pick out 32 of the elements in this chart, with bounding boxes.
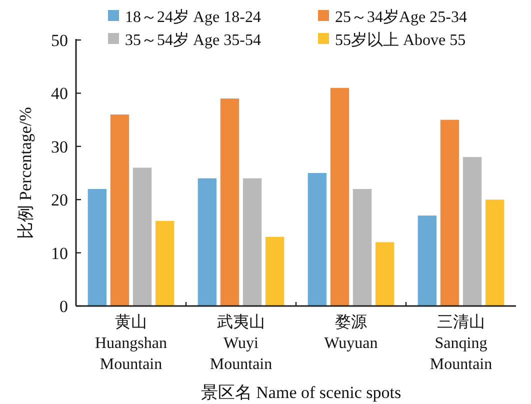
bar xyxy=(265,236,284,306)
bar xyxy=(440,120,460,306)
bar xyxy=(352,188,372,306)
bar xyxy=(418,216,437,306)
legend-label: 18～24岁 Age 18-24 xyxy=(125,8,261,26)
bar xyxy=(198,178,217,306)
x-tick-label: 武夷山 Wuyi Mountain xyxy=(210,313,272,373)
y-tick-label: 20 xyxy=(51,190,68,210)
bar xyxy=(242,178,262,306)
y-tick-label: 10 xyxy=(51,244,68,263)
bar xyxy=(155,220,174,306)
bar xyxy=(308,173,327,306)
bar xyxy=(375,242,394,306)
legend-label: 25～34岁Age 25-34 xyxy=(335,8,467,26)
legend-label: 55岁以上 Above 55 xyxy=(335,31,466,49)
bar xyxy=(132,168,152,306)
y-tick-label: 40 xyxy=(51,84,68,104)
x-tick-label: 黄山 Huangshan Mountain xyxy=(95,313,167,373)
y-tick-label: 30 xyxy=(51,137,68,156)
x-tick-label: 三清山 Sanqing Mountain xyxy=(430,313,492,373)
x-axis-title: 景区名 Name of scenic spots xyxy=(200,383,402,402)
bar xyxy=(88,188,107,306)
y-tick-label: 0 xyxy=(60,297,68,316)
x-tick-label: 婺源 Wuyuan xyxy=(324,314,378,352)
bar xyxy=(485,200,504,306)
y-axis-title: 比例 Percentage/% xyxy=(16,107,35,239)
bar xyxy=(462,157,482,306)
bar xyxy=(110,114,130,306)
legend-label: 35～54岁 Age 35-54 xyxy=(125,31,261,49)
y-tick-label: 50 xyxy=(51,31,68,50)
bar xyxy=(330,88,350,306)
bar xyxy=(220,98,240,306)
